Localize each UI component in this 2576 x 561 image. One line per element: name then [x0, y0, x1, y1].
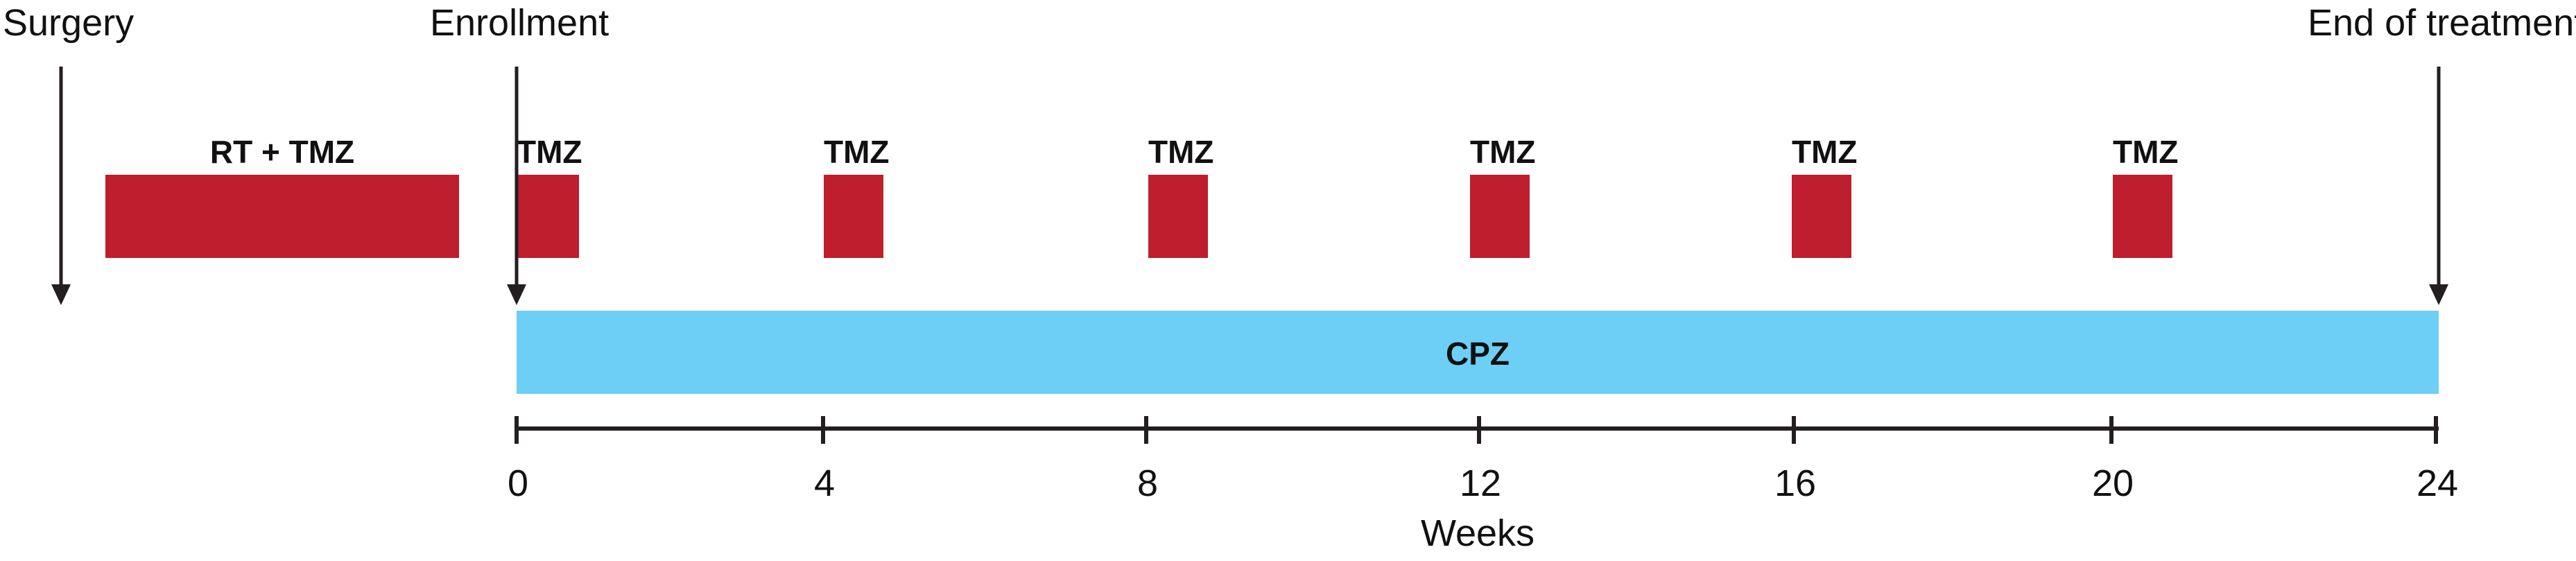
tmz-label-3: TMZ: [1148, 134, 1214, 170]
end-of-treatment-label: End of treatment: [2308, 2, 2576, 44]
rt-tmz-bar: [105, 175, 459, 258]
tick-label-8: 8: [1136, 463, 1159, 504]
cpz-bar: [517, 311, 2439, 394]
tick-label-12: 12: [1459, 463, 1502, 504]
tmz-block-6: [2113, 175, 2172, 258]
tick-label-4: 4: [813, 463, 836, 504]
tmz-label-4: TMZ: [1470, 134, 1536, 170]
weeks-axis-title: Weeks: [1420, 512, 1535, 554]
tmz-label-5: TMZ: [1792, 134, 1858, 170]
tmz-block-1: [517, 175, 579, 258]
enrollment-arrow: [507, 67, 526, 305]
tmz-block-4: [1470, 175, 1530, 258]
tick-label-24: 24: [2416, 463, 2459, 504]
tick-label-16: 16: [1774, 463, 1817, 504]
enrollment-label: Enrollment: [430, 2, 610, 44]
tmz-label-2: TMZ: [824, 134, 890, 170]
end-of-treatment-arrow: [2429, 67, 2448, 305]
rt-tmz-label: RT + TMZ: [209, 134, 355, 170]
tmz-label-1: TMZ: [517, 134, 582, 170]
surgery-label: Surgery: [3, 2, 135, 44]
tmz-block-2: [824, 175, 883, 258]
tmz-block-3: [1148, 175, 1208, 258]
tmz-block-5: [1792, 175, 1851, 258]
tick-label-0: 0: [507, 463, 529, 504]
tick-label-20: 20: [2091, 463, 2134, 504]
tmz-label-6: TMZ: [2113, 134, 2179, 170]
cpz-label: CPZ: [1446, 336, 1510, 372]
surgery-arrow: [51, 67, 71, 305]
